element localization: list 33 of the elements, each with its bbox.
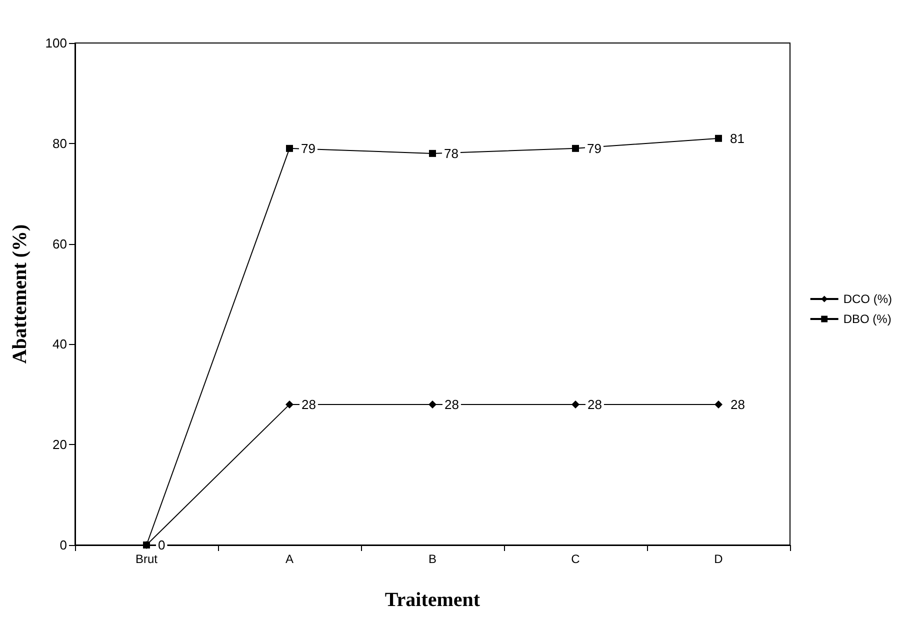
data-label: 81: [730, 130, 744, 146]
point: [428, 400, 436, 408]
x-tick-label: A: [285, 552, 294, 566]
y-tick-label: 40: [52, 336, 67, 352]
legend-label: DCO (%): [843, 292, 892, 306]
data-label: 28: [730, 396, 745, 412]
y-tick-label: 0: [60, 538, 67, 552]
data-label: 0: [158, 538, 166, 552]
y-tick-label: 100: [45, 36, 67, 50]
point: [572, 144, 579, 152]
x-axis-title: Traitement: [384, 589, 480, 611]
data-label: 28: [444, 396, 459, 412]
data-label: 28: [302, 396, 316, 412]
data-label: 28: [588, 396, 602, 412]
y-tick-label: 80: [52, 136, 67, 151]
legend-label: DBO (%): [843, 312, 892, 326]
y-tick-label: 20: [52, 437, 67, 452]
point: [714, 400, 722, 408]
point: [429, 150, 436, 157]
x-tick-label: B: [428, 552, 437, 566]
x-tick-label: C: [571, 552, 580, 566]
x-tick-label: Brut: [135, 552, 158, 566]
point: [286, 144, 293, 152]
x-tick-label: D: [714, 552, 724, 566]
point: [572, 400, 580, 408]
data-label: 79: [301, 140, 316, 156]
y-axis-title: Abattement (%): [9, 224, 31, 364]
data-label: 78: [444, 146, 458, 161]
point: [143, 542, 150, 548]
y-tick-label: 60: [52, 236, 67, 252]
point: [715, 134, 722, 142]
point: [286, 400, 294, 408]
data-label: 79: [587, 140, 602, 156]
